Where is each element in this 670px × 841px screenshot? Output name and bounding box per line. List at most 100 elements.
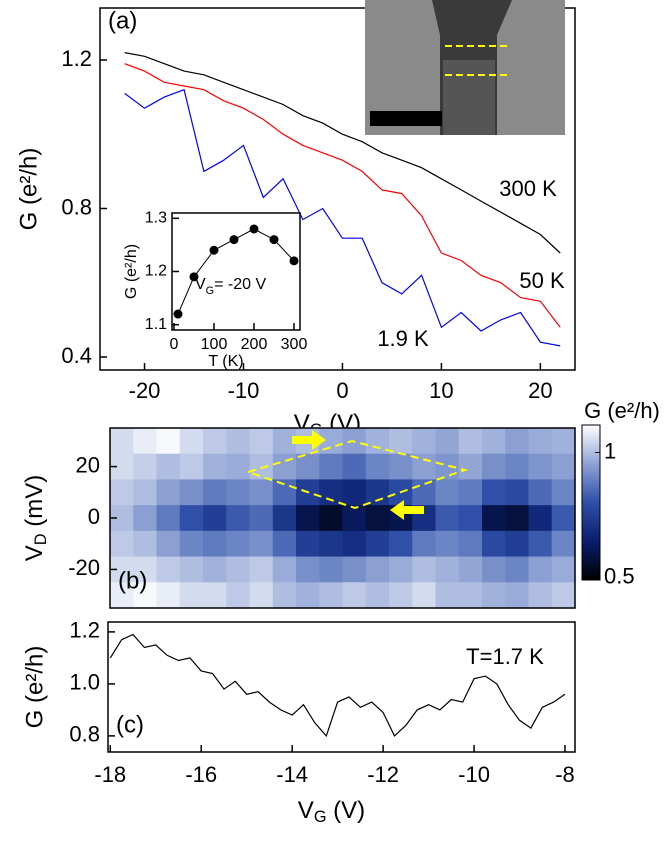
sem-image — [365, 0, 565, 135]
heat-cell — [272, 556, 297, 583]
heat-cell — [249, 505, 274, 532]
panel-label: (c) — [116, 711, 144, 738]
heat-cell — [296, 505, 320, 532]
heat-cell — [319, 505, 344, 532]
heat-cell — [319, 582, 344, 609]
heat-cell — [365, 479, 390, 506]
heat-cell — [110, 428, 134, 455]
x-tick-label: -18 — [94, 762, 126, 787]
heat-cell — [133, 556, 158, 583]
heat-cell — [249, 428, 274, 455]
y-tick-label: 1.1 — [145, 316, 167, 333]
heat-cell — [110, 453, 134, 481]
y-tick-label: 0 — [88, 504, 100, 529]
heat-cell — [296, 556, 320, 583]
heat-cell — [389, 428, 413, 455]
heat-cell — [156, 582, 181, 609]
colorbar-tick-label: 1 — [604, 438, 616, 463]
heat-cell — [226, 582, 251, 609]
heat-cell — [412, 556, 437, 583]
heat-cell — [528, 505, 553, 532]
heat-cell — [203, 582, 227, 609]
heat-cell — [389, 556, 413, 583]
inset-annotation: VG= -20 V — [195, 276, 267, 297]
heat-cell — [319, 556, 344, 583]
heat-cell — [203, 556, 227, 583]
colorbar-tick-label: 0.5 — [604, 563, 635, 588]
inset-annotation-main: V — [195, 276, 206, 293]
y-tick-label: 20 — [76, 452, 100, 477]
heat-cell — [435, 479, 460, 506]
data-point — [269, 235, 279, 245]
heat-cell — [133, 582, 158, 609]
heat-cell — [226, 453, 251, 481]
heat-cell — [319, 479, 344, 506]
heat-cell — [505, 505, 530, 532]
heat-cell — [435, 530, 460, 558]
heat-cell — [482, 556, 506, 583]
heat-cell — [482, 453, 506, 481]
heat-cell — [179, 479, 204, 506]
x-tick-label: -16 — [185, 762, 217, 787]
colorbar-label: G (e²/h) — [584, 398, 660, 423]
heat-cell — [226, 428, 251, 455]
y-tick-label: -20 — [68, 555, 100, 580]
heat-cell — [110, 479, 134, 506]
heat-cell — [156, 556, 181, 583]
heat-cell — [203, 505, 227, 532]
heat-cell — [296, 582, 320, 609]
y-axis-label: G (e²/h) — [15, 148, 42, 231]
heat-cell — [458, 530, 483, 558]
arrow — [390, 500, 424, 520]
heat-cell — [179, 530, 204, 558]
y-axis-label: G (e²/h) — [21, 646, 48, 729]
x-tick-label: 10 — [429, 378, 453, 403]
heat-cell — [272, 453, 297, 481]
heat-cell — [482, 505, 506, 532]
heat-cell — [156, 530, 181, 558]
heat-cell — [551, 530, 576, 558]
x-tick-label: 200 — [241, 336, 268, 353]
data-point — [289, 256, 299, 266]
heat-cell — [551, 479, 576, 506]
x-tick-label: 0 — [170, 336, 179, 353]
heat-cell — [226, 505, 251, 532]
heat-cell — [412, 530, 437, 558]
x-tick-label: -12 — [367, 762, 399, 787]
heat-cell — [133, 530, 158, 558]
plot-frame — [107, 621, 576, 753]
heat-cell — [133, 505, 158, 532]
plot-frame — [109, 427, 576, 609]
heat-cell — [156, 453, 181, 481]
heat-cell — [482, 428, 506, 455]
y-tick-label: 1.2 — [145, 263, 167, 280]
heat-cell — [203, 530, 227, 558]
heat-cell — [342, 505, 367, 532]
heat-cell — [319, 453, 344, 481]
heat-cell — [528, 530, 553, 558]
data-point — [229, 235, 239, 245]
temperature-label: T=1.7 K — [466, 644, 544, 669]
inset-background — [172, 213, 300, 330]
heat-cell — [458, 479, 483, 506]
heat-cell — [435, 505, 460, 532]
heat-cell — [412, 428, 437, 455]
heat-cell — [551, 582, 576, 609]
x-tick-label: 20 — [528, 378, 552, 403]
x-axis-label-unit: (V) — [327, 797, 366, 824]
heat-cell — [226, 530, 251, 558]
heat-cell — [249, 530, 274, 558]
heat-cell — [435, 582, 460, 609]
y-tick-label: 0.8 — [69, 722, 100, 747]
x-axis-label: VG (V) — [298, 797, 365, 826]
heat-cell — [482, 530, 506, 558]
heat-cell — [296, 453, 320, 481]
heat-cell — [342, 530, 367, 558]
heat-cell — [551, 556, 576, 583]
heat-cell — [156, 479, 181, 506]
heat-cell — [272, 505, 297, 532]
coulomb-diamond — [244, 439, 469, 510]
heat-cell — [156, 505, 181, 532]
panel-label: (a) — [108, 7, 137, 34]
